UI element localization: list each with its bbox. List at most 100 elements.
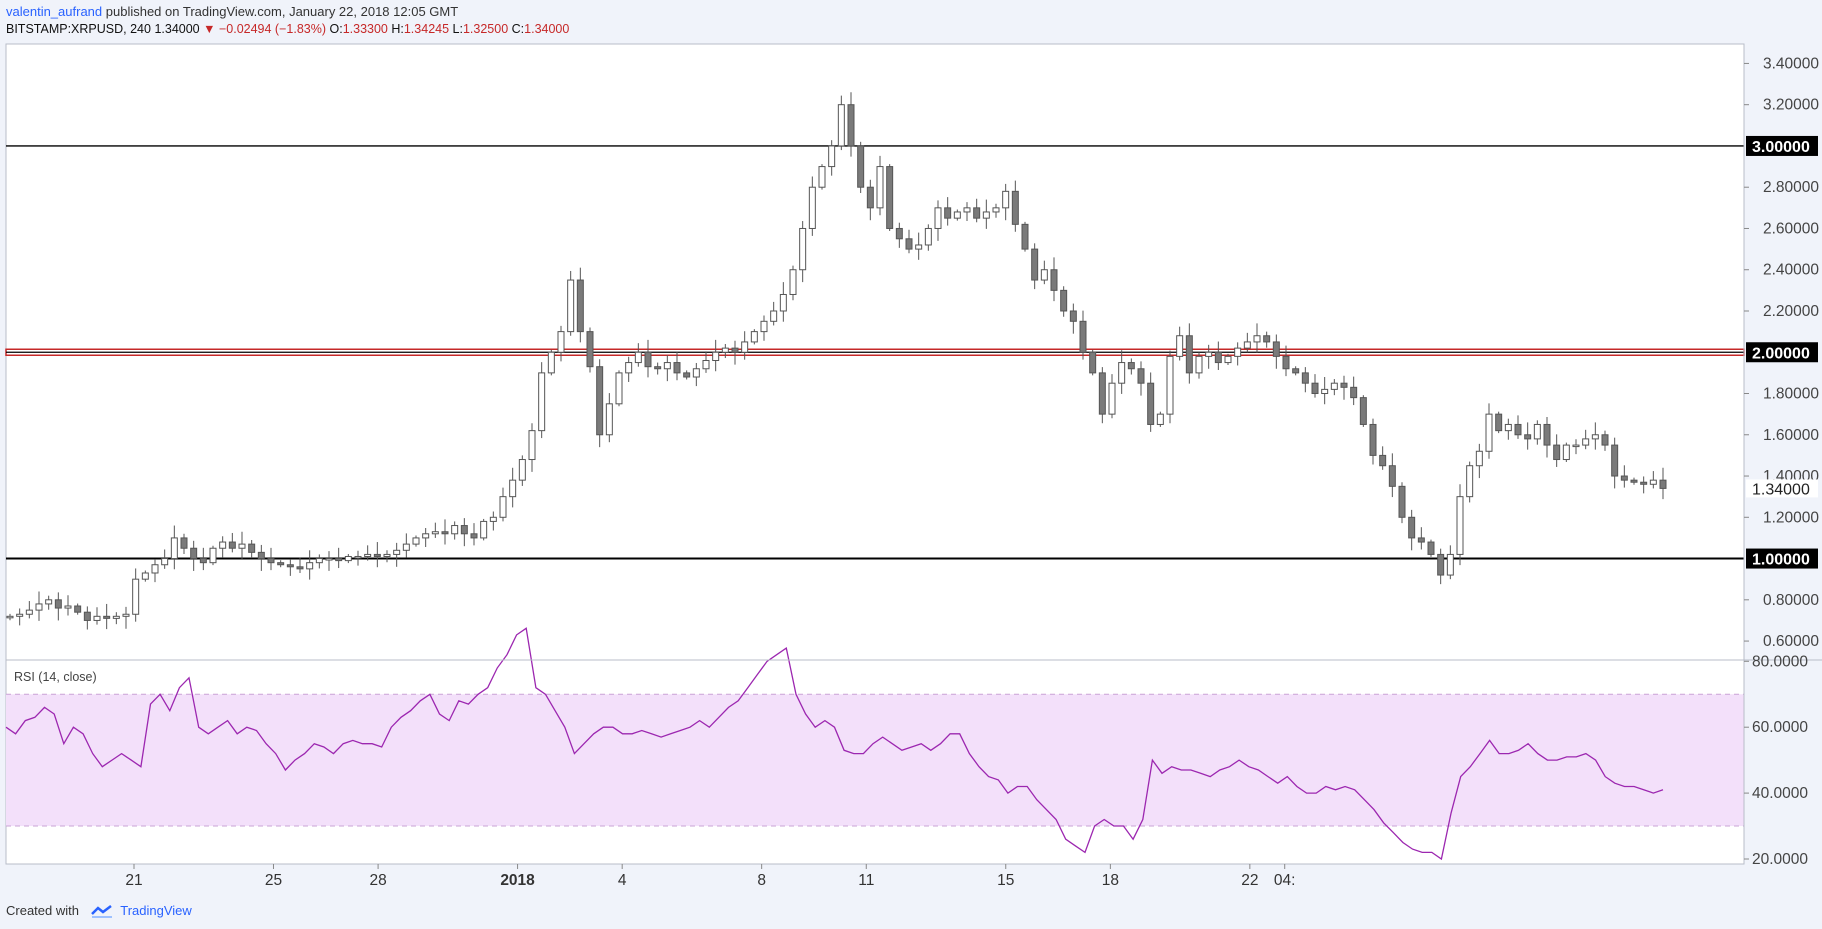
candle[interactable] — [1446, 545, 1454, 580]
candle[interactable] — [1437, 548, 1445, 585]
candle[interactable] — [509, 467, 517, 508]
candle[interactable] — [518, 455, 526, 486]
candle[interactable] — [74, 603, 82, 615]
candle[interactable] — [1562, 442, 1570, 463]
candle[interactable] — [625, 356, 633, 382]
candle[interactable] — [973, 198, 981, 223]
candle[interactable] — [1040, 260, 1048, 285]
candle[interactable] — [267, 547, 275, 571]
candle[interactable] — [857, 141, 865, 193]
candle[interactable] — [451, 521, 459, 540]
candle[interactable] — [721, 343, 729, 359]
candle[interactable] — [83, 606, 91, 630]
candle[interactable] — [818, 164, 826, 190]
candle[interactable] — [1069, 303, 1077, 334]
candle[interactable] — [934, 200, 942, 241]
candle[interactable] — [886, 164, 894, 231]
candle[interactable] — [586, 327, 594, 373]
candle[interactable] — [257, 544, 265, 571]
candle[interactable] — [644, 339, 652, 378]
candle[interactable] — [354, 550, 362, 566]
candle[interactable] — [828, 140, 836, 176]
candle[interactable] — [789, 265, 797, 301]
candle[interactable] — [335, 547, 343, 569]
candle[interactable] — [799, 221, 807, 283]
candle[interactable] — [1205, 344, 1213, 369]
candle[interactable] — [35, 591, 43, 621]
candle[interactable] — [489, 511, 497, 531]
candle[interactable] — [528, 423, 536, 472]
candle[interactable] — [837, 95, 845, 151]
candle[interactable] — [1640, 476, 1648, 494]
candle[interactable] — [1417, 527, 1425, 550]
candle[interactable] — [1572, 439, 1580, 455]
candle[interactable] — [1553, 434, 1561, 467]
candle[interactable] — [199, 547, 207, 571]
candle[interactable] — [1340, 375, 1348, 400]
candle[interactable] — [663, 355, 671, 382]
candle[interactable] — [1243, 332, 1251, 353]
candle[interactable] — [1118, 350, 1126, 394]
candle[interactable] — [151, 558, 159, 583]
candle[interactable] — [1089, 349, 1097, 376]
candle[interactable] — [944, 197, 952, 226]
candle[interactable] — [963, 202, 971, 222]
candle[interactable] — [1388, 453, 1396, 498]
candle[interactable] — [1301, 367, 1309, 393]
candle[interactable] — [924, 224, 932, 251]
candle[interactable] — [538, 362, 546, 439]
candle[interactable] — [1514, 415, 1522, 439]
candle[interactable] — [760, 315, 768, 341]
candle[interactable] — [1292, 366, 1300, 376]
candle[interactable] — [1166, 350, 1174, 424]
candle[interactable] — [1369, 418, 1377, 465]
candle[interactable] — [905, 229, 913, 254]
candle[interactable] — [393, 542, 401, 567]
candle[interactable] — [1137, 361, 1145, 396]
candle[interactable] — [180, 533, 188, 555]
candle[interactable] — [1427, 539, 1435, 557]
candle[interactable] — [499, 487, 507, 522]
candle[interactable] — [576, 267, 584, 343]
candle[interactable] — [45, 595, 53, 610]
candle[interactable] — [741, 331, 749, 360]
candle[interactable] — [93, 607, 101, 625]
candle[interactable] — [1031, 243, 1039, 290]
candle[interactable] — [1359, 395, 1367, 427]
candle[interactable] — [1456, 484, 1464, 566]
candle[interactable] — [1272, 334, 1280, 369]
author-link[interactable]: valentin_aufrand — [6, 4, 103, 19]
candle[interactable] — [315, 554, 323, 569]
candle[interactable] — [1021, 221, 1029, 252]
candle[interactable] — [248, 539, 256, 559]
candle[interactable] — [702, 351, 710, 373]
candle[interactable] — [808, 176, 816, 236]
candle[interactable] — [692, 362, 700, 387]
candle[interactable] — [1495, 411, 1503, 434]
candle[interactable] — [1282, 345, 1290, 377]
candle[interactable] — [1263, 331, 1271, 348]
candle[interactable] — [731, 340, 739, 365]
candle[interactable] — [596, 359, 604, 448]
candle[interactable] — [383, 550, 391, 563]
candle[interactable] — [992, 203, 1000, 218]
candle[interactable] — [161, 549, 169, 569]
candle[interactable] — [1156, 411, 1164, 427]
candle[interactable] — [557, 325, 565, 362]
candle[interactable] — [277, 560, 285, 568]
candle[interactable] — [460, 518, 468, 547]
candle[interactable] — [132, 568, 140, 622]
candle[interactable] — [567, 270, 575, 336]
candle[interactable] — [1214, 341, 1222, 370]
candle[interactable] — [344, 554, 352, 564]
candle[interactable] — [982, 199, 990, 229]
candle[interactable] — [1195, 352, 1203, 379]
candle[interactable] — [373, 542, 381, 568]
candle[interactable] — [1253, 323, 1261, 353]
candle[interactable] — [431, 522, 439, 538]
candle[interactable] — [1002, 183, 1010, 221]
candle[interactable] — [673, 351, 681, 381]
rsi-pane[interactable]: RSI (14, close) — [5, 627, 1744, 861]
candle[interactable] — [480, 518, 488, 541]
candle[interactable] — [605, 393, 613, 443]
